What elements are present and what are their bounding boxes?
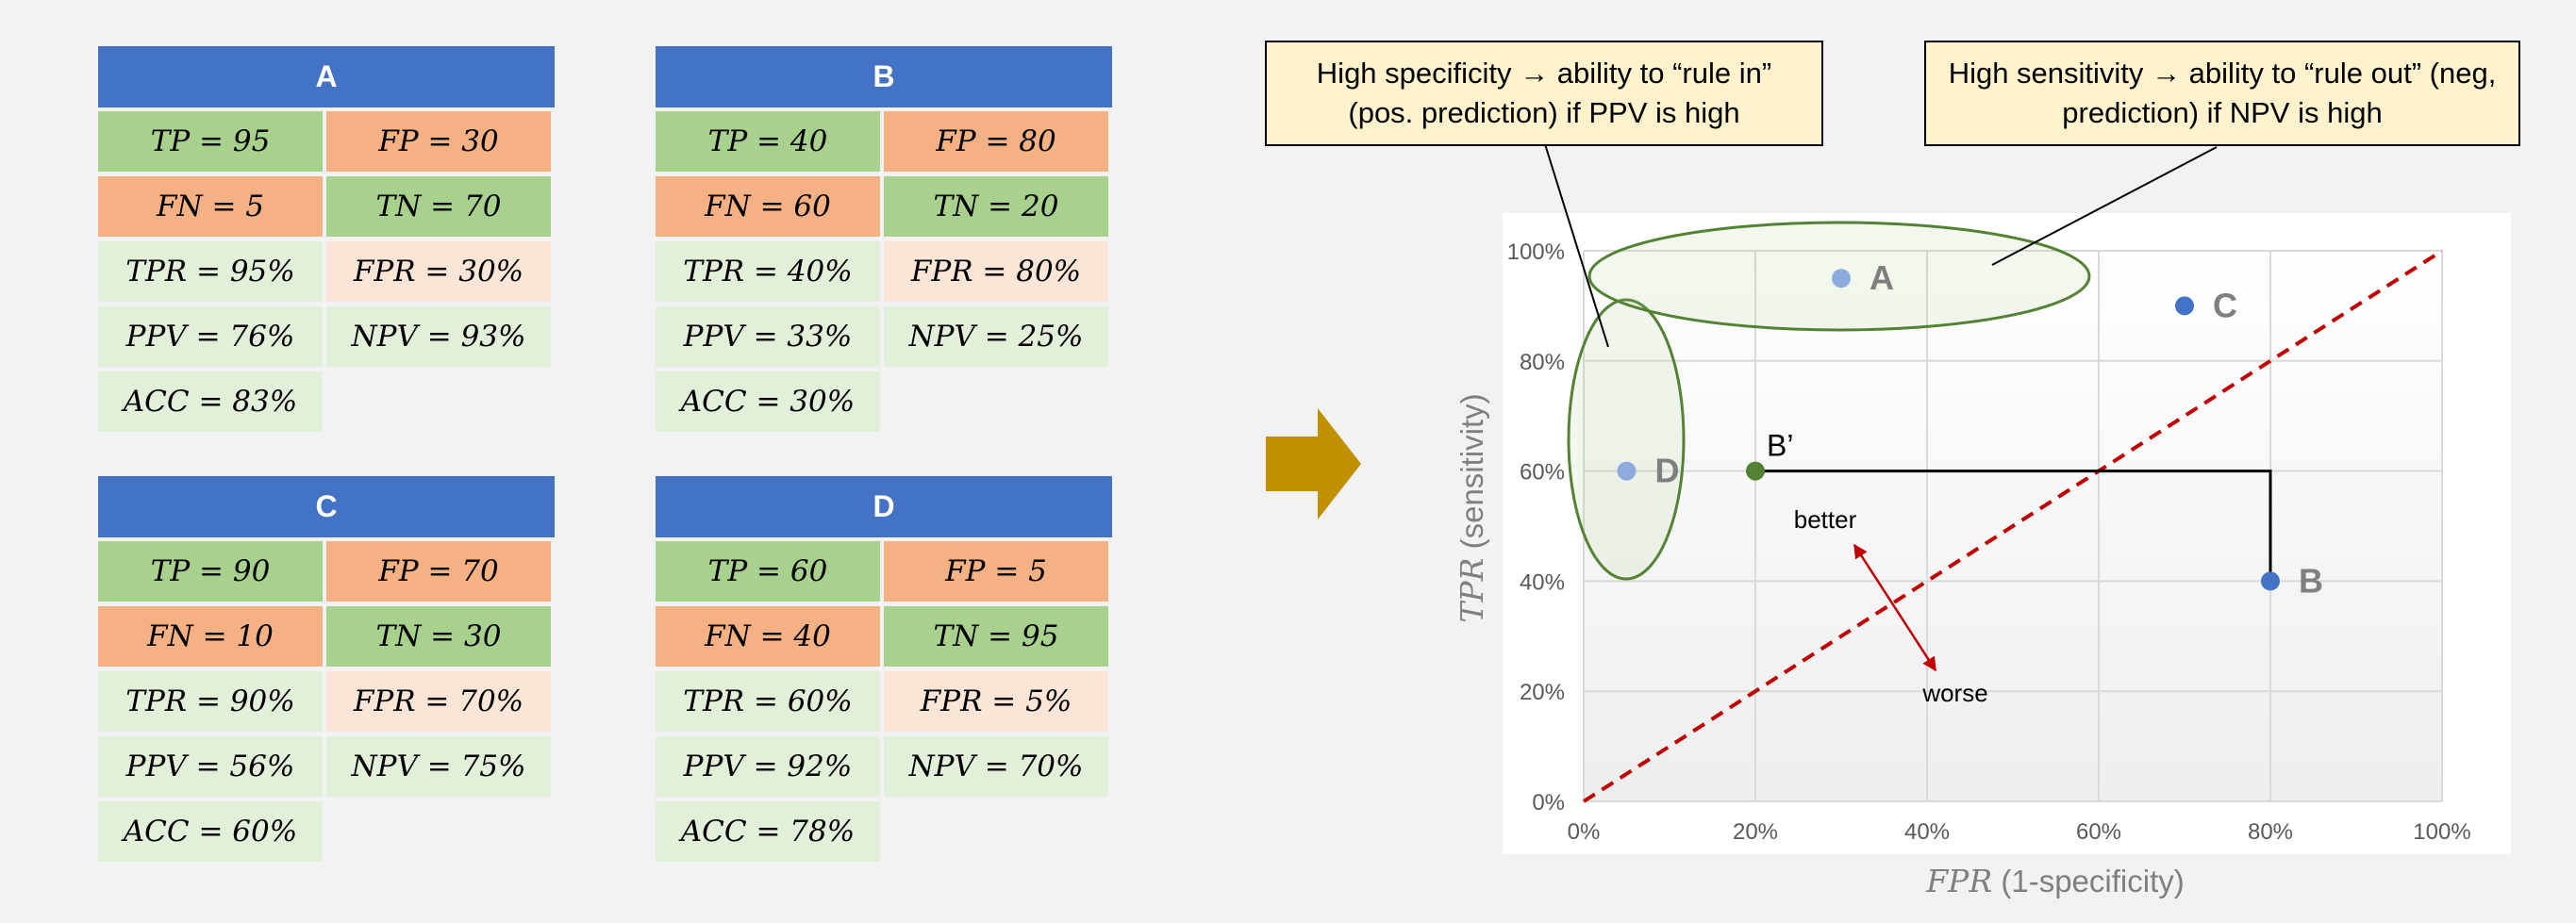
tp-cell: TP = 95: [98, 111, 323, 172]
tn-cell: TN = 95: [884, 606, 1108, 667]
b-to-bprime-path: [1755, 470, 2272, 582]
npv-cell: NPV = 25%: [884, 306, 1108, 367]
y-axis-var: TPR: [1454, 558, 1490, 623]
specificity-callout: High specificity → ability to “rule in” …: [1265, 41, 1823, 146]
x-tick-label: 40%: [1904, 819, 1950, 845]
tn-cell: TN = 20: [884, 176, 1108, 237]
point-label: B: [2299, 561, 2323, 600]
y-tick-label: 40%: [1520, 569, 1565, 595]
acc-cell: ACC = 30%: [656, 371, 880, 432]
x-tick-label: 100%: [2413, 819, 2470, 845]
tpr-cell: TPR = 40%: [656, 241, 880, 302]
y-axis-rest: (sensitivity): [1454, 393, 1489, 557]
x-axis-title: FPR (1-specificity): [1925, 863, 2184, 899]
data-point: [2261, 571, 2280, 591]
fp-cell: FP = 70: [326, 541, 551, 602]
ppv-cell: PPV = 76%: [98, 306, 323, 367]
data-point: [1617, 461, 1637, 481]
specificity-callout-line: [1544, 143, 1609, 348]
fpr-cell: FPR = 80%: [884, 241, 1108, 302]
axis-ticks: 0% 20% 40% 60% 80% 100% 0% 20% 40% 60% 80% 100%: [1507, 239, 2471, 845]
ppv-cell: PPV = 33%: [656, 306, 880, 367]
fn-cell: FN = 5: [98, 176, 323, 237]
tp-cell: TP = 40: [656, 111, 880, 172]
sensitivity-callout: High sensitivity → ability to “rule out”…: [1924, 41, 2520, 146]
fn-cell: FN = 10: [98, 606, 323, 667]
y-axis-title: TPR (sensitivity): [1454, 393, 1490, 622]
better-worse-arrow: [1853, 543, 1937, 672]
x-axis-var: FPR: [1925, 863, 1992, 899]
point-label: A: [1870, 258, 1894, 297]
acc-cell: ACC = 60%: [98, 801, 323, 862]
ppv-cell: PPV = 92%: [656, 736, 880, 797]
point-label: C: [2213, 286, 2237, 324]
y-tick-label: 0%: [1532, 790, 1565, 816]
npv-cell: NPV = 93%: [326, 306, 551, 367]
random-classifier-line: [1582, 249, 2444, 803]
tpr-cell: TPR = 60%: [656, 671, 880, 732]
table-header: B: [656, 46, 1112, 107]
high-specificity-ellipse: [1567, 298, 1686, 581]
fp-cell: FP = 80: [884, 111, 1108, 172]
tp-cell: TP = 60: [656, 541, 880, 602]
fn-cell: FN = 40: [656, 606, 880, 667]
y-tick-label: 60%: [1520, 460, 1565, 486]
acc-cell: ACC = 83%: [98, 371, 323, 432]
y-tick-label: 80%: [1520, 350, 1565, 375]
table-header: D: [656, 476, 1112, 537]
x-tick-label: 20%: [1733, 819, 1778, 845]
table-header: C: [98, 476, 555, 537]
ppv-cell: PPV = 56%: [98, 736, 323, 797]
sensitivity-callout-line: [1991, 146, 2218, 266]
data-point: [1746, 461, 1765, 481]
npv-cell: NPV = 75%: [326, 736, 551, 797]
fp-cell: FP = 5: [884, 541, 1108, 602]
x-tick-label: 60%: [2076, 819, 2121, 845]
fpr-cell: FPR = 5%: [884, 671, 1108, 732]
tp-cell: TP = 90: [98, 541, 323, 602]
x-axis-rest: (1-specificity): [1992, 864, 2185, 898]
point-label: B’: [1767, 429, 1793, 463]
acc-cell: ACC = 78%: [656, 801, 880, 862]
x-tick-label: 0%: [1568, 819, 1601, 845]
table-header: A: [98, 46, 555, 107]
data-point: [1832, 269, 1851, 288]
y-tick-label: 100%: [1507, 239, 1565, 265]
better-label: better: [1794, 505, 1857, 534]
npv-cell: NPV = 70%: [884, 736, 1108, 797]
tn-cell: TN = 30: [326, 606, 551, 667]
tpr-cell: TPR = 95%: [98, 241, 323, 302]
worse-label: worse: [1921, 679, 1987, 707]
fp-cell: FP = 30: [326, 111, 551, 172]
data-points: A B C D B’: [1617, 258, 2323, 600]
tn-cell: TN = 70: [326, 176, 551, 237]
point-label: D: [1655, 452, 1680, 490]
tpr-cell: TPR = 90%: [98, 671, 323, 732]
y-tick-label: 20%: [1520, 680, 1565, 705]
fn-cell: FN = 60: [656, 176, 880, 237]
x-tick-label: 80%: [2248, 819, 2293, 845]
fpr-cell: FPR = 70%: [326, 671, 551, 732]
data-point: [2175, 296, 2194, 316]
fpr-cell: FPR = 30%: [326, 241, 551, 302]
